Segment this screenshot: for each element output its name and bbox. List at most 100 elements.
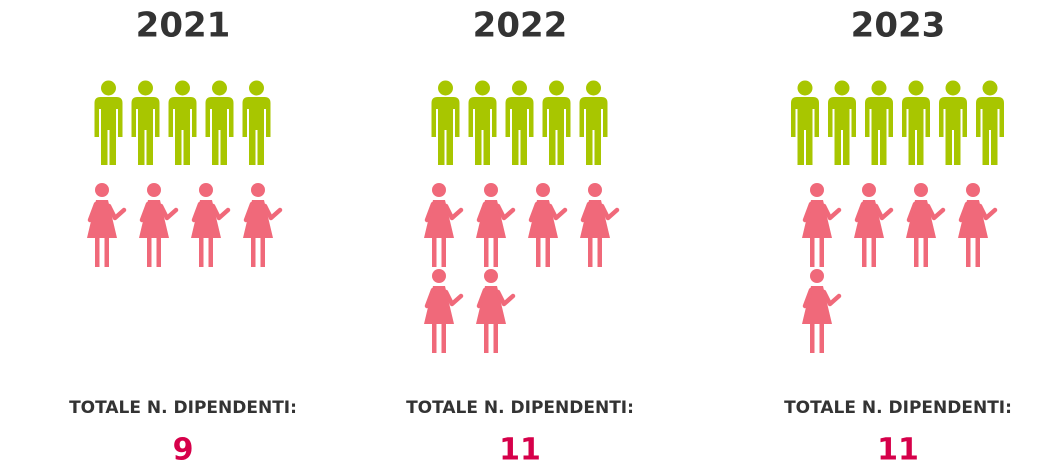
total-value: 9 xyxy=(173,433,194,468)
woman-icon xyxy=(243,183,283,267)
arm xyxy=(476,287,488,309)
body xyxy=(205,97,234,165)
head xyxy=(101,80,116,96)
arm xyxy=(243,201,255,223)
body xyxy=(902,97,930,165)
arm xyxy=(87,201,99,223)
leg xyxy=(862,236,867,267)
head xyxy=(586,80,601,96)
arm xyxy=(158,203,179,221)
head xyxy=(147,183,161,197)
man-icon xyxy=(865,80,893,165)
total-value: 11 xyxy=(499,433,541,468)
woman-icon xyxy=(476,269,516,353)
total-label: TOTALE N. DIPENDENTI: xyxy=(784,398,1012,418)
arm xyxy=(906,201,918,223)
leg xyxy=(95,236,100,267)
head xyxy=(908,80,924,96)
arm xyxy=(262,203,283,221)
year: 2021 xyxy=(136,6,231,46)
head xyxy=(249,80,264,96)
leg xyxy=(493,322,498,353)
leg xyxy=(819,322,824,353)
leg xyxy=(441,322,446,353)
head xyxy=(810,183,824,197)
body xyxy=(939,97,967,165)
woman-icon xyxy=(528,183,568,267)
head xyxy=(982,80,998,96)
arm xyxy=(528,201,540,223)
man-icon xyxy=(242,80,271,165)
arm xyxy=(191,201,203,223)
leg xyxy=(156,236,161,267)
leg xyxy=(966,236,971,267)
body xyxy=(431,97,460,165)
body xyxy=(242,97,271,165)
woman-icon xyxy=(191,183,231,267)
head xyxy=(138,80,153,96)
leg xyxy=(914,236,919,267)
body xyxy=(468,97,497,165)
body xyxy=(168,97,197,165)
arm xyxy=(495,203,516,221)
head xyxy=(212,80,227,96)
head xyxy=(834,80,850,96)
head xyxy=(588,183,602,197)
arm xyxy=(854,201,866,223)
arm xyxy=(495,289,516,307)
head xyxy=(549,80,564,96)
arm xyxy=(476,201,488,223)
body xyxy=(131,97,160,165)
woman-icon xyxy=(958,183,998,267)
man-icon xyxy=(791,80,819,165)
leg xyxy=(208,236,213,267)
leg xyxy=(441,236,446,267)
woman-icon xyxy=(802,183,842,267)
year: 2022 xyxy=(473,6,568,46)
arm xyxy=(802,201,814,223)
leg xyxy=(923,236,928,267)
leg xyxy=(484,322,489,353)
head xyxy=(432,269,446,283)
woman-icon xyxy=(854,183,894,267)
woman-icon xyxy=(139,183,179,267)
total-label: TOTALE N. DIPENDENTI: xyxy=(406,398,634,418)
man-icon xyxy=(579,80,608,165)
body xyxy=(865,97,893,165)
arm xyxy=(443,289,464,307)
head xyxy=(810,269,824,283)
arm xyxy=(873,203,894,221)
leg xyxy=(484,236,489,267)
man-icon xyxy=(94,80,123,165)
head xyxy=(484,183,498,197)
body xyxy=(94,97,123,165)
leg xyxy=(819,236,824,267)
leg xyxy=(810,236,815,267)
arm xyxy=(210,203,231,221)
head xyxy=(475,80,490,96)
total-label: TOTALE N. DIPENDENTI: xyxy=(69,398,297,418)
leg xyxy=(493,236,498,267)
head xyxy=(862,183,876,197)
body xyxy=(828,97,856,165)
head xyxy=(438,80,453,96)
arm xyxy=(958,201,970,223)
arm xyxy=(424,201,436,223)
body xyxy=(976,97,1004,165)
arm xyxy=(802,287,814,309)
woman-icon xyxy=(906,183,946,267)
arm xyxy=(821,289,842,307)
man-icon xyxy=(976,80,1004,165)
head xyxy=(251,183,265,197)
leg xyxy=(545,236,550,267)
leg xyxy=(536,236,541,267)
leg xyxy=(199,236,204,267)
man-icon xyxy=(431,80,460,165)
head xyxy=(95,183,109,197)
arm xyxy=(977,203,998,221)
head xyxy=(945,80,961,96)
arm xyxy=(443,203,464,221)
head xyxy=(536,183,550,197)
leg xyxy=(597,236,602,267)
woman-icon xyxy=(802,269,842,353)
